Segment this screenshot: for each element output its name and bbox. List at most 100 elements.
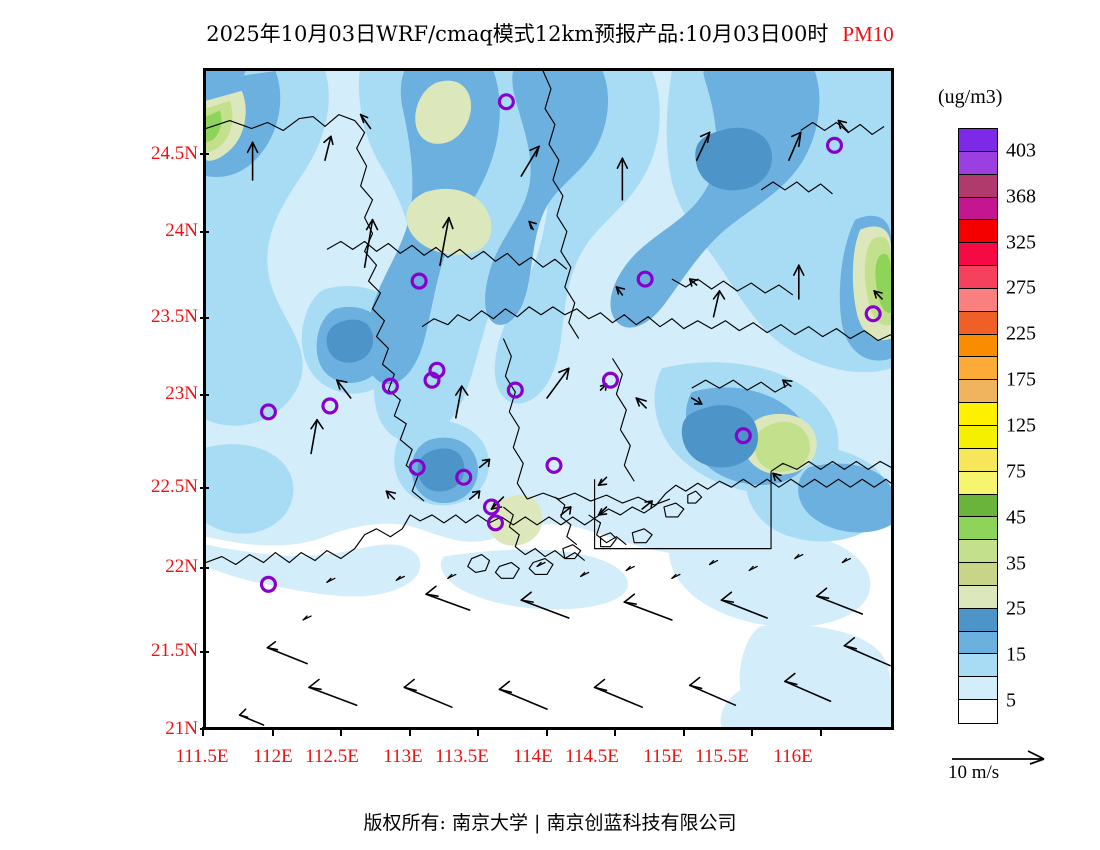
y-axis-label: 23.5N (151, 306, 198, 327)
station-marker (381, 377, 399, 395)
station-marker (259, 403, 277, 421)
x-axis-label: 115E (643, 746, 683, 767)
map-canvas (206, 71, 891, 727)
colorbar-band (959, 448, 997, 472)
station-marker (864, 305, 882, 323)
colorbar-tick-label: 125 (1006, 414, 1036, 437)
colorbar-band (959, 700, 997, 723)
y-axis-tick (200, 651, 209, 653)
colorbar-tick-label: 35 (1006, 552, 1026, 575)
x-axis-label: 114E (513, 746, 553, 767)
colorbar-tick-label: 368 (1006, 185, 1036, 208)
x-axis-label: 112E (253, 746, 293, 767)
colorbar-band (959, 494, 997, 518)
station-marker (428, 361, 446, 379)
x-axis-tick (477, 727, 479, 736)
y-axis-label: 22N (165, 556, 198, 577)
y-axis-label: 21N (165, 718, 198, 739)
station-marker (486, 514, 504, 532)
colorbar-tick-label: 25 (1006, 597, 1026, 620)
colorbar-band (959, 266, 997, 289)
y-axis-tick (200, 567, 209, 569)
y-axis-label: 24.5N (151, 143, 198, 164)
colorbar-band (959, 677, 997, 701)
colorbar-band (959, 288, 997, 312)
colorbar-band (959, 563, 997, 586)
administrative-boundaries (206, 71, 891, 579)
station-marker (259, 575, 277, 593)
colorbar-tick-label: 225 (1006, 322, 1036, 345)
colorbar-band (959, 654, 997, 678)
y-axis-tick (200, 317, 209, 319)
colorbar-tick-label: 15 (1006, 643, 1026, 666)
colorbar-tick-label: 45 (1006, 506, 1026, 529)
station-marker (545, 456, 563, 474)
colorbar-tick-label: 275 (1006, 276, 1036, 299)
colorbar-tick-label: 75 (1006, 460, 1026, 483)
x-axis-tick (751, 727, 753, 736)
colorbar-band (959, 243, 997, 267)
x-axis-label: 114.5E (565, 746, 619, 767)
x-axis-tick (546, 727, 548, 736)
colorbar-unit-label: (ug/m3) (938, 86, 1003, 108)
forecast-map-plot[interactable] (203, 68, 894, 730)
station-marker (734, 427, 752, 445)
station-marker (497, 93, 515, 111)
x-axis-tick (409, 727, 411, 736)
x-axis-tick (202, 727, 204, 736)
y-axis-tick (200, 394, 209, 396)
title-main-text: 2025年10月03日WRF/cmaq模式12km预报产品:10月03日00时 (206, 22, 829, 46)
colorbar-band (959, 425, 997, 449)
x-axis-tick (820, 727, 822, 736)
x-axis-label: 111.5E (175, 746, 229, 767)
y-axis-label: 22.5N (151, 476, 198, 497)
station-marker (506, 381, 524, 399)
colorbar-band (959, 631, 997, 655)
wind-scale-arrow-icon (948, 748, 1078, 770)
station-marker (321, 397, 339, 415)
y-axis-tick (200, 231, 209, 233)
colorbar-band (959, 311, 997, 335)
station-marker (410, 272, 428, 290)
colorbar-tick-label: 175 (1006, 368, 1036, 391)
y-axis-tick (200, 728, 209, 730)
y-axis-tick (200, 487, 209, 489)
colorbar-band (959, 380, 997, 404)
colorbar-band (959, 129, 997, 152)
station-marker (825, 136, 844, 154)
colorbar-tick-label: 325 (1006, 231, 1036, 254)
colorbar-band (959, 174, 997, 198)
y-axis-label: 21.5N (151, 640, 198, 661)
station-marker (408, 458, 426, 476)
copyright-footer: 版权所有: 南京大学 | 南京创蓝科技有限公司 (363, 812, 737, 834)
wind-vector-field (238, 113, 891, 726)
station-marker (455, 468, 473, 486)
x-axis-tick (683, 727, 685, 736)
colorbar-band (959, 403, 997, 426)
x-axis-label: 113.5E (435, 746, 489, 767)
x-axis-tick (272, 727, 274, 736)
station-marker (601, 371, 619, 389)
colorbar-band (959, 220, 997, 244)
colorbar-tick-label: 5 (1006, 689, 1016, 712)
colorbar-band (959, 334, 997, 358)
y-axis-label: 24N (165, 220, 198, 241)
colorbar-band (959, 608, 997, 632)
station-marker (482, 498, 501, 516)
station-markers[interactable] (259, 93, 882, 593)
colorbar-band (959, 471, 997, 495)
colorbar-band (959, 357, 997, 381)
page-title: 2025年10月03日WRF/cmaq模式12km预报产品:10月03日00时 P… (0, 18, 1100, 48)
x-axis-tick (340, 727, 342, 736)
wind-scale-label: 10 m/s (948, 762, 1000, 783)
colorbar[interactable] (958, 128, 998, 724)
x-axis-label: 112.5E (305, 746, 359, 767)
title-species-text: PM10 (842, 22, 894, 46)
colorbar-band (959, 517, 997, 541)
x-axis-label: 115.5E (695, 746, 749, 767)
x-axis-label: 113E (383, 746, 423, 767)
contour-core-dark (326, 127, 773, 492)
colorbar-band (959, 585, 997, 609)
colorbar-band (959, 540, 997, 564)
y-axis-tick (200, 153, 209, 155)
